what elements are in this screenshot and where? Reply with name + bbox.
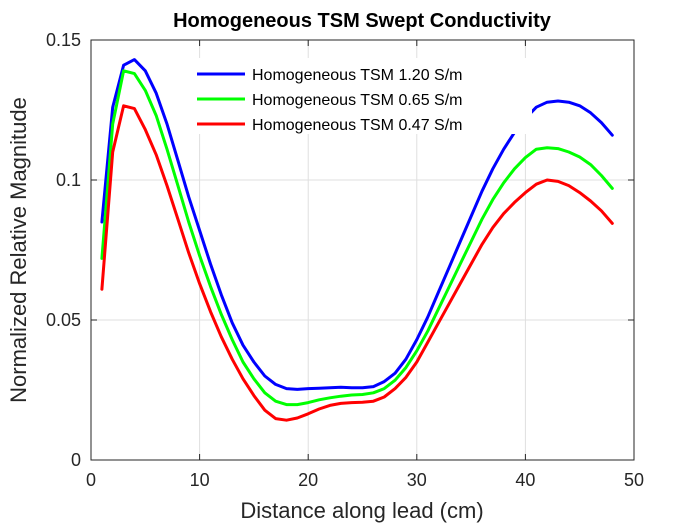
y-tick-label: 0 bbox=[71, 450, 81, 470]
legend-box bbox=[193, 58, 532, 134]
x-tick-label: 20 bbox=[298, 470, 318, 490]
legend: Homogeneous TSM 1.20 S/m Homogeneous TSM… bbox=[193, 58, 532, 134]
y-tick-label: 0.15 bbox=[46, 30, 81, 50]
chart-title: Homogeneous TSM Swept Conductivity bbox=[173, 10, 552, 32]
legend-label-3: Homogeneous TSM 0.47 S/m bbox=[252, 117, 462, 134]
ticks: 0 10 20 30 40 50 0 0.05 0.1 0.15 bbox=[46, 30, 644, 490]
x-tick-label: 30 bbox=[407, 470, 427, 490]
x-tick-label: 50 bbox=[624, 470, 644, 490]
y-tick-label: 0.1 bbox=[56, 170, 81, 190]
x-tick-label: 40 bbox=[515, 470, 535, 490]
y-tick-label: 0.05 bbox=[46, 310, 81, 330]
plot-border bbox=[90, 39, 635, 461]
x-tick-label: 0 bbox=[86, 470, 96, 490]
y-axis-title: Normalized Relative Magnitude bbox=[6, 97, 31, 403]
series-line-2 bbox=[100, 69, 614, 407]
x-tick-label: 10 bbox=[190, 470, 210, 490]
legend-label-1: Homogeneous TSM 1.20 S/m bbox=[252, 67, 462, 84]
series-line-3 bbox=[100, 104, 614, 422]
legend-label-2: Homogeneous TSM 0.65 S/m bbox=[252, 92, 462, 109]
x-axis-title: Distance along lead (cm) bbox=[240, 498, 483, 523]
